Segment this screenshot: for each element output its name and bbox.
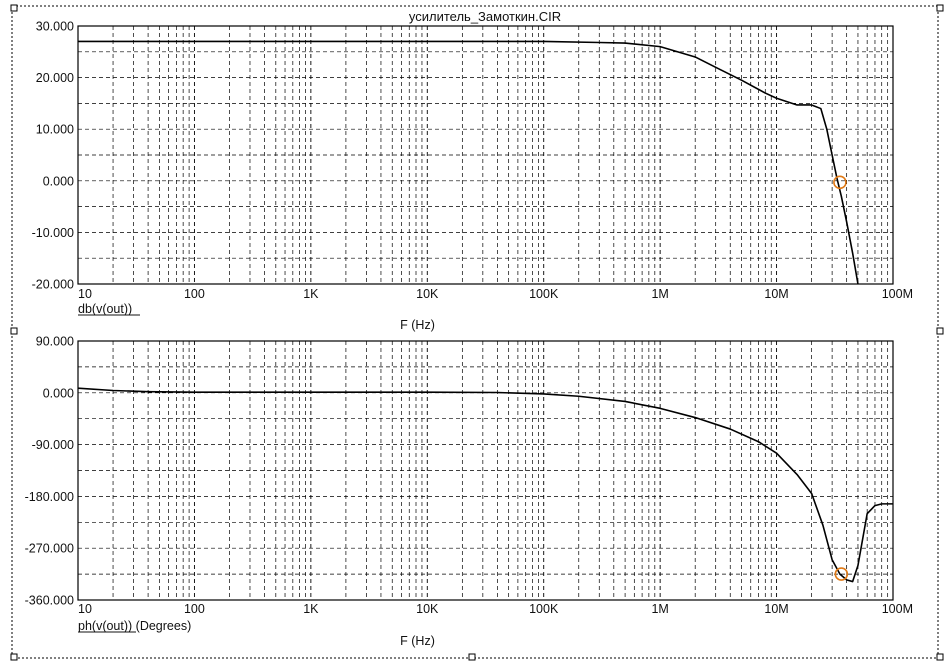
x-tick-label: 10M bbox=[764, 602, 788, 616]
frame-handle bbox=[936, 327, 944, 335]
y-tick-30: 30.000 bbox=[36, 20, 74, 34]
plot-border bbox=[77, 340, 894, 601]
plot-magnitude[interactable]: 30.000 20.000 10.000 0.000 -10.000 -20.000 10 1… bbox=[32, 20, 913, 333]
x-tick-label: 10K bbox=[416, 287, 439, 301]
y-tick-m270: -270.000 bbox=[25, 542, 74, 556]
y-tick-m20: -20.000 bbox=[32, 278, 74, 292]
x-tick-label: 100M bbox=[882, 287, 913, 301]
x-tick-label: 10 bbox=[78, 287, 92, 301]
frame-handle bbox=[936, 4, 944, 12]
x-tick-label: 100M bbox=[882, 602, 913, 616]
frame-handle bbox=[468, 653, 476, 661]
frame-handle bbox=[10, 327, 18, 335]
x-tick-label: 10M bbox=[764, 287, 788, 301]
y-tick-10: 10.000 bbox=[36, 123, 74, 137]
y-tick-m180: -180.000 bbox=[25, 490, 74, 504]
window-frame bbox=[11, 5, 939, 659]
y-tick-0: 0.000 bbox=[43, 386, 74, 400]
frame-handle bbox=[10, 4, 18, 12]
x-tick-label: 100K bbox=[529, 287, 559, 301]
y-tick-20: 20.000 bbox=[36, 71, 74, 85]
frame-handle bbox=[936, 653, 944, 661]
plot-border bbox=[77, 25, 894, 285]
y-tick-m360: -360.000 bbox=[25, 594, 74, 608]
y-tick-m10: -10.000 bbox=[32, 226, 74, 240]
y-tick-90: 90.000 bbox=[36, 335, 74, 349]
cursor-marker bbox=[833, 175, 847, 190]
x-axis-label: F (Hz) bbox=[400, 318, 435, 332]
x-tick-label: 10 bbox=[78, 602, 92, 616]
x-tick-label: 1M bbox=[651, 287, 668, 301]
frame-handle bbox=[10, 653, 18, 661]
y-tick-m90: -90.000 bbox=[32, 438, 74, 452]
x-tick-label: 100 bbox=[184, 287, 205, 301]
window-title: усилитель_Замоткин.CIR bbox=[409, 9, 561, 24]
x-axis-label: F (Hz) bbox=[400, 634, 435, 648]
y-tick-0: 0.000 bbox=[43, 174, 74, 188]
plot-phase[interactable]: 90.000 0.000 -90.000 -180.000 -270.000 -360.0… bbox=[25, 335, 913, 649]
frame-handles bbox=[10, 4, 944, 661]
series-line bbox=[77, 387, 893, 583]
trace-label: db(v(out)) bbox=[78, 302, 132, 316]
series-line bbox=[78, 40, 859, 285]
x-tick-label: 1M bbox=[651, 602, 668, 616]
cursor-marker bbox=[834, 567, 849, 581]
x-tick-label: 10K bbox=[416, 602, 439, 616]
trace-label: ph(v(out)) (Degrees) bbox=[78, 619, 191, 633]
x-tick-label: 1K bbox=[303, 602, 319, 616]
x-tick-label: 100K bbox=[529, 602, 559, 616]
x-tick-label: 100 bbox=[184, 602, 205, 616]
x-tick-label: 1K bbox=[303, 287, 319, 301]
